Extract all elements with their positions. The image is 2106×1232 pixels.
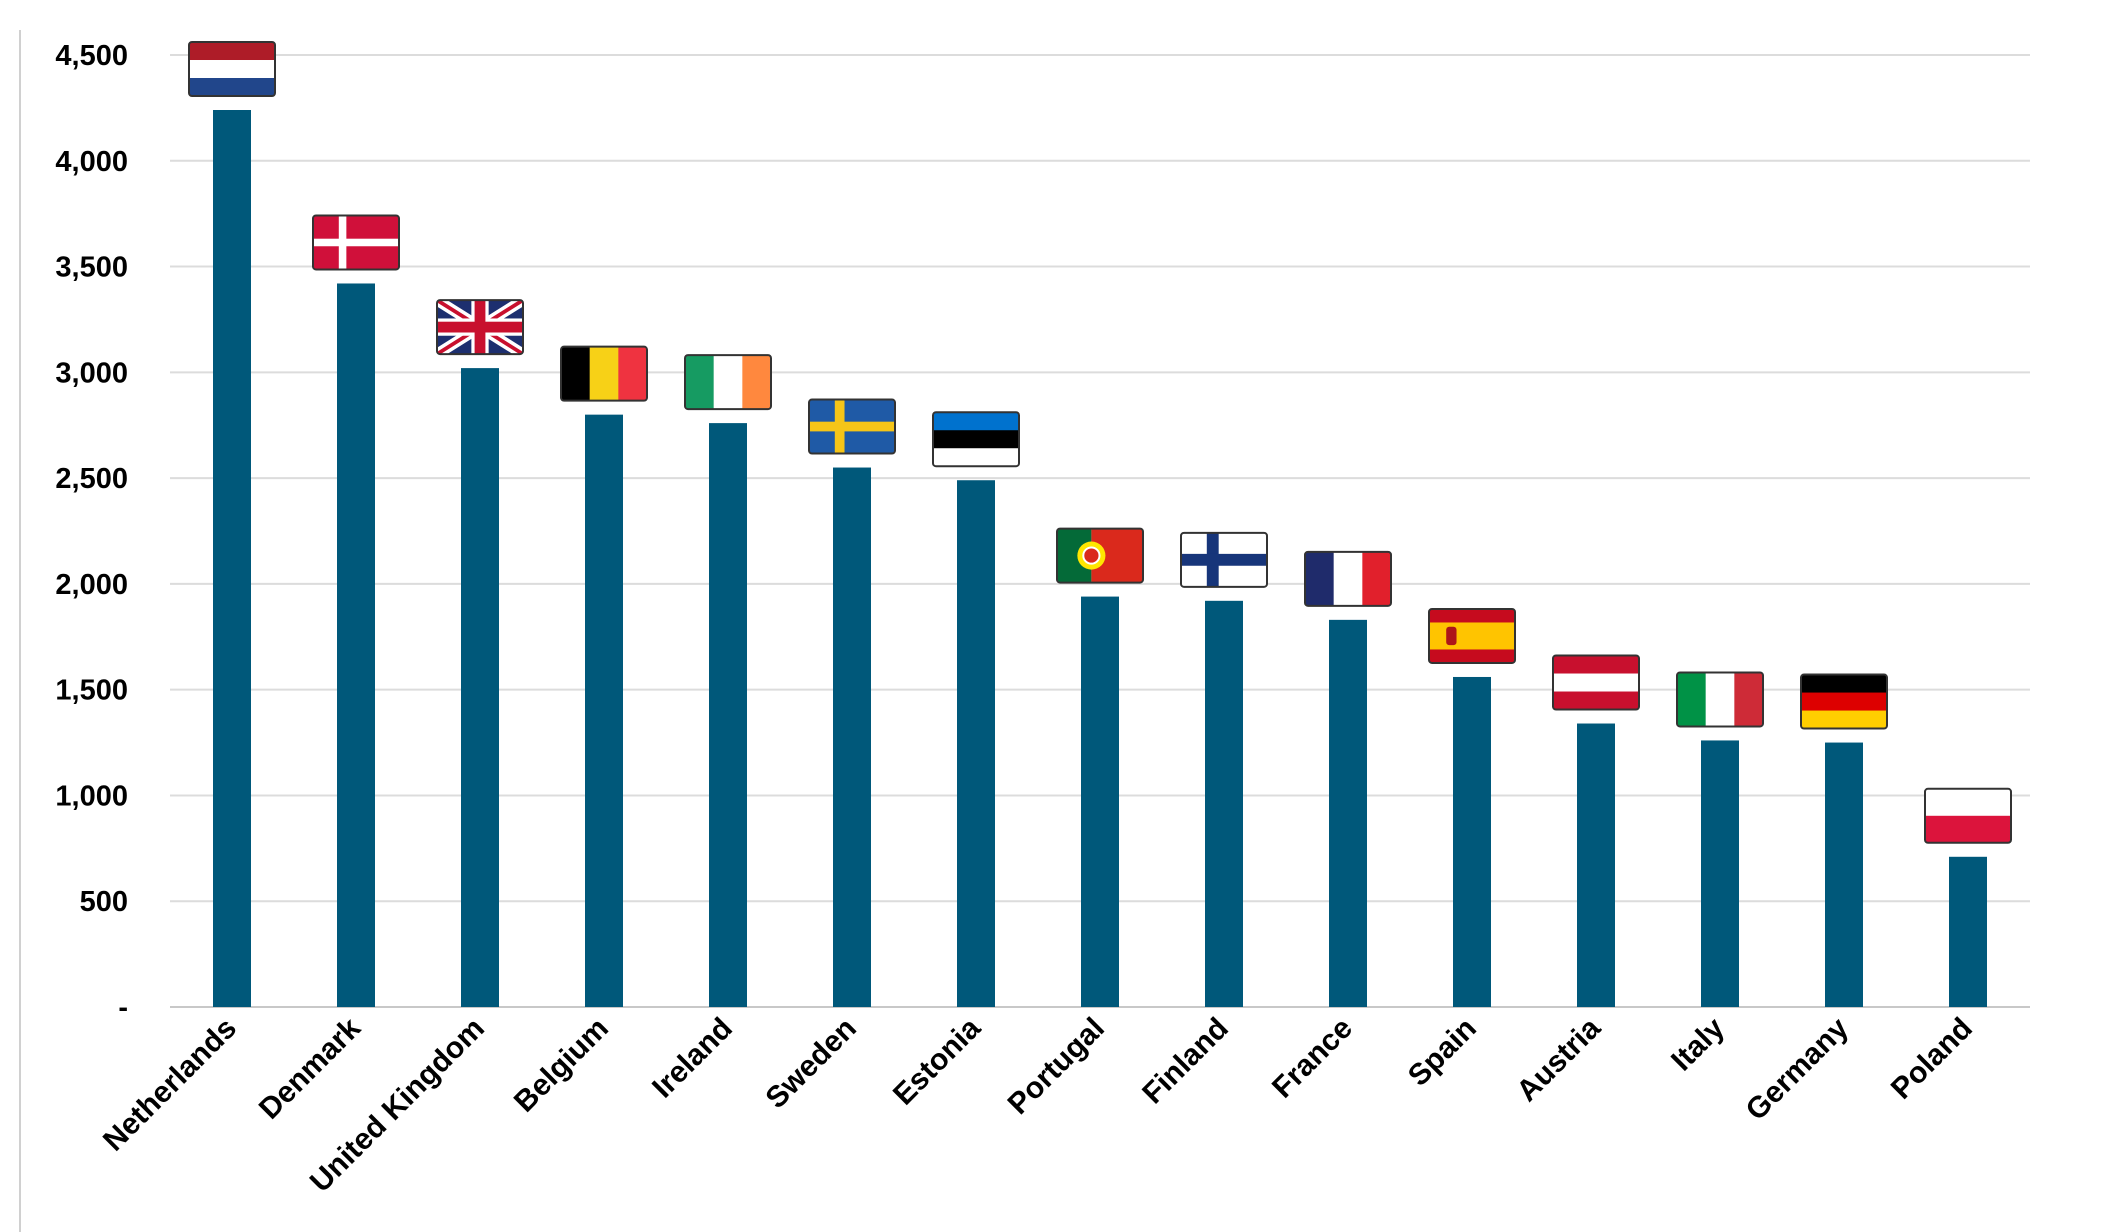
bar-belgium <box>585 414 623 1008</box>
x-tick-label: Spain <box>1402 1012 1483 1093</box>
bar-sweden <box>833 467 871 1007</box>
bar-france <box>1329 619 1367 1007</box>
x-tick-label: Belgium <box>508 1012 615 1119</box>
bar-poland <box>1949 856 1987 1007</box>
belgium-flag-icon <box>560 345 648 402</box>
bar-estonia <box>957 480 995 1007</box>
ireland-flag-icon <box>684 354 772 411</box>
bar-finland <box>1205 600 1243 1007</box>
x-tick-label: Estonia <box>887 1011 987 1111</box>
bars <box>213 110 1987 1008</box>
flags <box>188 41 2012 844</box>
x-tick-label: Poland <box>1885 1012 1979 1106</box>
x-tick-label: Portugal <box>1002 1012 1111 1121</box>
y-axis-ticks: - 500 1,000 1,500 2,000 2,500 3,000 3,500 4,000 4… <box>55 40 128 1024</box>
bar-ireland <box>709 423 747 1007</box>
x-tick-label: France <box>1266 1012 1359 1105</box>
y-tick-label: 4,000 <box>55 146 128 178</box>
y-tick-label: 3,500 <box>55 252 128 284</box>
x-tick-label: Italy <box>1665 1011 1731 1077</box>
x-tick-label: Ireland <box>646 1012 739 1105</box>
estonia-flag-icon <box>932 411 1020 468</box>
sweden-flag-icon <box>808 398 896 455</box>
y-tick-label: 500 <box>80 886 128 918</box>
portugal-flag-icon <box>1056 527 1144 584</box>
bar-germany <box>1825 742 1863 1007</box>
y-tick-label: 3,000 <box>55 357 128 389</box>
france-flag-icon <box>1304 550 1392 607</box>
x-tick-label: Finland <box>1136 1012 1235 1111</box>
bar-austria <box>1577 723 1615 1007</box>
denmark-flag-icon <box>312 214 400 271</box>
netherlands-flag-icon <box>188 41 276 98</box>
x-tick-label: Germany <box>1740 1011 1856 1127</box>
x-tick-label: Austria <box>1511 1011 1608 1108</box>
x-tick-label: Denmark <box>253 1011 367 1125</box>
bar-denmark <box>337 283 375 1008</box>
y-tick-label: - <box>118 992 128 1024</box>
y-tick-label: 2,500 <box>55 463 128 495</box>
united-kingdom-flag-icon <box>436 299 524 356</box>
x-tick-label: Sweden <box>759 1012 863 1116</box>
poland-flag-icon <box>1924 787 2012 844</box>
bar-netherlands <box>213 110 251 1007</box>
spain-flag-icon <box>1428 607 1516 664</box>
x-tick-label: Netherlands <box>97 1012 243 1158</box>
bar-italy <box>1701 740 1739 1007</box>
y-tick-label: 2,000 <box>55 569 128 601</box>
bar-united-kingdom <box>461 368 499 1007</box>
finland-flag-icon <box>1180 531 1268 588</box>
germany-flag-icon <box>1800 673 1888 730</box>
y-tick-label: 1,000 <box>55 780 128 812</box>
y-tick-label: 1,500 <box>55 675 128 707</box>
austria-flag-icon <box>1552 654 1640 711</box>
y-tick-label: 4,500 <box>55 40 128 72</box>
bar-portugal <box>1081 596 1119 1007</box>
italy-flag-icon <box>1676 671 1764 728</box>
bar-spain <box>1453 676 1491 1007</box>
